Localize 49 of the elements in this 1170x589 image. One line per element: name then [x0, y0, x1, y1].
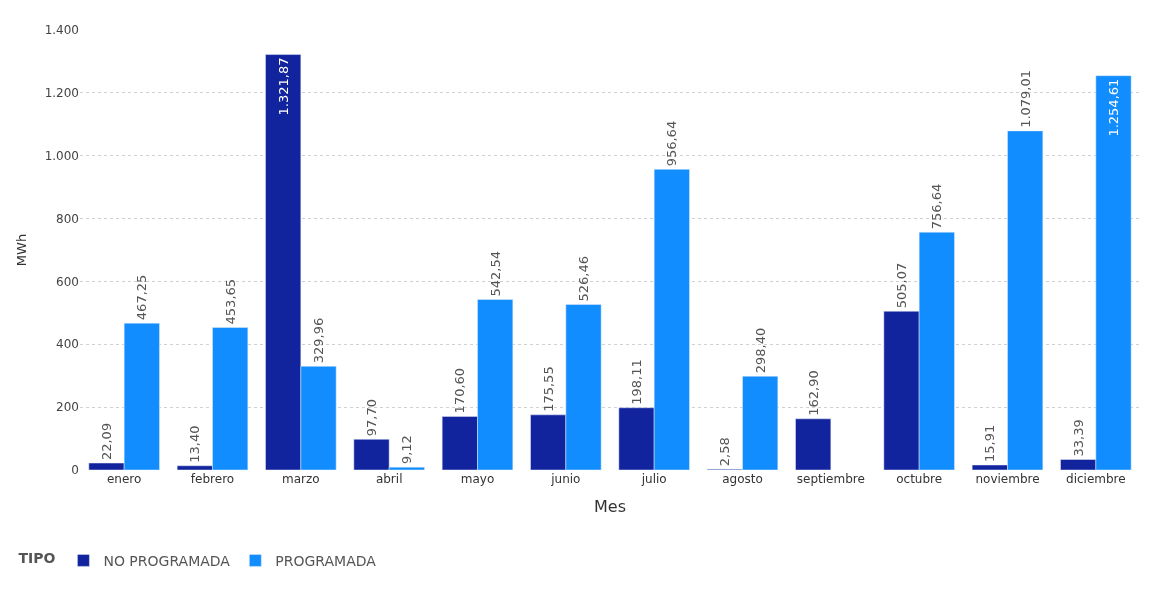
- data-label: 13,40: [187, 425, 203, 463]
- y-tick-label: 0: [71, 463, 79, 478]
- data-label: 756,64: [929, 183, 945, 230]
- data-label: 505,07: [894, 262, 909, 309]
- x-tick-label: marzo: [282, 472, 320, 486]
- data-label: 956,64: [664, 120, 680, 167]
- data-label: 526,46: [576, 256, 591, 302]
- legend-label: NO PROGRAMADA: [103, 552, 231, 569]
- y-tick-label: 400: [56, 337, 79, 352]
- x-tick-label: enero: [106, 472, 142, 486]
- legend-label: PROGRAMADA: [275, 552, 377, 569]
- y-tick-label: 200: [56, 400, 79, 415]
- x-tick-label: diciembre: [1066, 472, 1126, 486]
- x-tick-label: abril: [375, 472, 403, 486]
- data-label: 22,09: [99, 422, 114, 461]
- data-label: 2,58: [717, 437, 733, 467]
- x-axis-title: Mes: [594, 496, 626, 516]
- legend-title: TIPO: [18, 550, 56, 566]
- data-label: 453,65: [222, 278, 238, 325]
- data-label: 162,90: [805, 370, 821, 416]
- x-tick-label: febrero: [190, 472, 235, 486]
- data-label: 298,40: [752, 327, 768, 374]
- data-label: 170,60: [452, 367, 468, 414]
- data-label: 329,96: [311, 317, 326, 364]
- data-label: 15,91: [982, 424, 998, 462]
- data-label: 1.321,87: [275, 57, 291, 116]
- data-label: 97,70: [364, 399, 379, 437]
- data-label: 33,39: [1070, 419, 1086, 457]
- x-tick-label: agosto: [722, 472, 763, 486]
- data-label: 1.254,61: [1106, 78, 1121, 137]
- y-axis-title: MWh: [13, 233, 29, 267]
- data-label: 198,11: [629, 359, 644, 405]
- data-label: 467,25: [134, 274, 150, 321]
- y-tick-label: 1.000: [44, 148, 79, 163]
- y-tick-label: 1.400: [44, 23, 79, 38]
- x-tick-label: mayo: [460, 472, 495, 486]
- x-tick-label: junio: [550, 472, 581, 486]
- bar: [795, 418, 832, 470]
- data-label: 542,54: [487, 250, 503, 297]
- data-label: 9,12: [399, 435, 415, 465]
- x-tick-label: octubre: [896, 472, 943, 486]
- x-tick-label: noviembre: [975, 472, 1040, 486]
- x-tick-label: septiembre: [796, 472, 865, 486]
- x-tick-label: julio: [640, 472, 667, 486]
- data-label: 175,55: [540, 366, 556, 412]
- data-label: 1.079,01: [1017, 69, 1033, 128]
- y-tick-label: 1.200: [44, 86, 79, 101]
- y-tick-label: 600: [56, 274, 79, 289]
- y-tick-label: 800: [56, 211, 79, 226]
